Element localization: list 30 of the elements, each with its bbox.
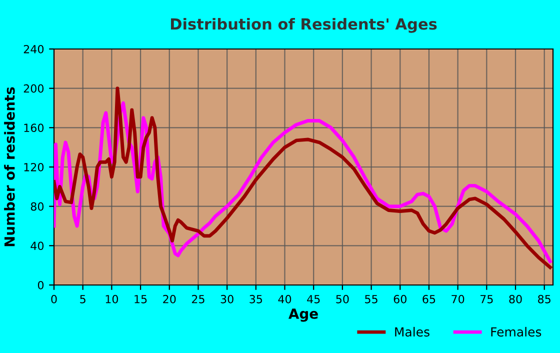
y-axis-title: Number of residents xyxy=(4,87,15,246)
x-tick-label: 40 xyxy=(278,294,292,304)
chart-title: Distribution of Residents' Ages xyxy=(170,18,437,33)
x-tick-label: 15 xyxy=(134,295,147,304)
x-tick-label: 60 xyxy=(394,294,406,304)
y-tick-label: 200 xyxy=(24,84,44,93)
x-tick-label: 0 xyxy=(51,294,57,304)
x-tick-label: 85 xyxy=(538,294,550,304)
x-tick-label: 75 xyxy=(480,295,493,304)
y-tick-label: 120 xyxy=(24,162,44,172)
x-tick-label: 65 xyxy=(422,294,436,304)
x-tick-label: 50 xyxy=(336,294,349,304)
x-tick-label: 55 xyxy=(365,295,378,304)
x-tick-label: 45 xyxy=(307,295,320,304)
x-tick-label: 25 xyxy=(192,294,204,304)
x-tick-label: 5 xyxy=(80,295,86,304)
x-axis-title: Age xyxy=(288,308,318,322)
y-tick-label: 240 xyxy=(24,44,44,54)
x-tick-label: 30 xyxy=(220,294,234,304)
y-tick-label: 0 xyxy=(38,280,44,290)
x-tick-label: 80 xyxy=(509,294,522,304)
y-tick-label: 80 xyxy=(30,202,44,211)
y-tick-label: 160 xyxy=(24,124,44,132)
x-tick-label: 70 xyxy=(452,294,464,304)
x-tick-label: 35 xyxy=(250,294,262,304)
legend-label: Males xyxy=(395,326,430,337)
x-tick-label: 20 xyxy=(163,294,176,304)
legend-label: Females xyxy=(491,326,542,337)
y-tick-label: 40 xyxy=(30,242,44,250)
x-tick-label: 10 xyxy=(106,294,118,304)
